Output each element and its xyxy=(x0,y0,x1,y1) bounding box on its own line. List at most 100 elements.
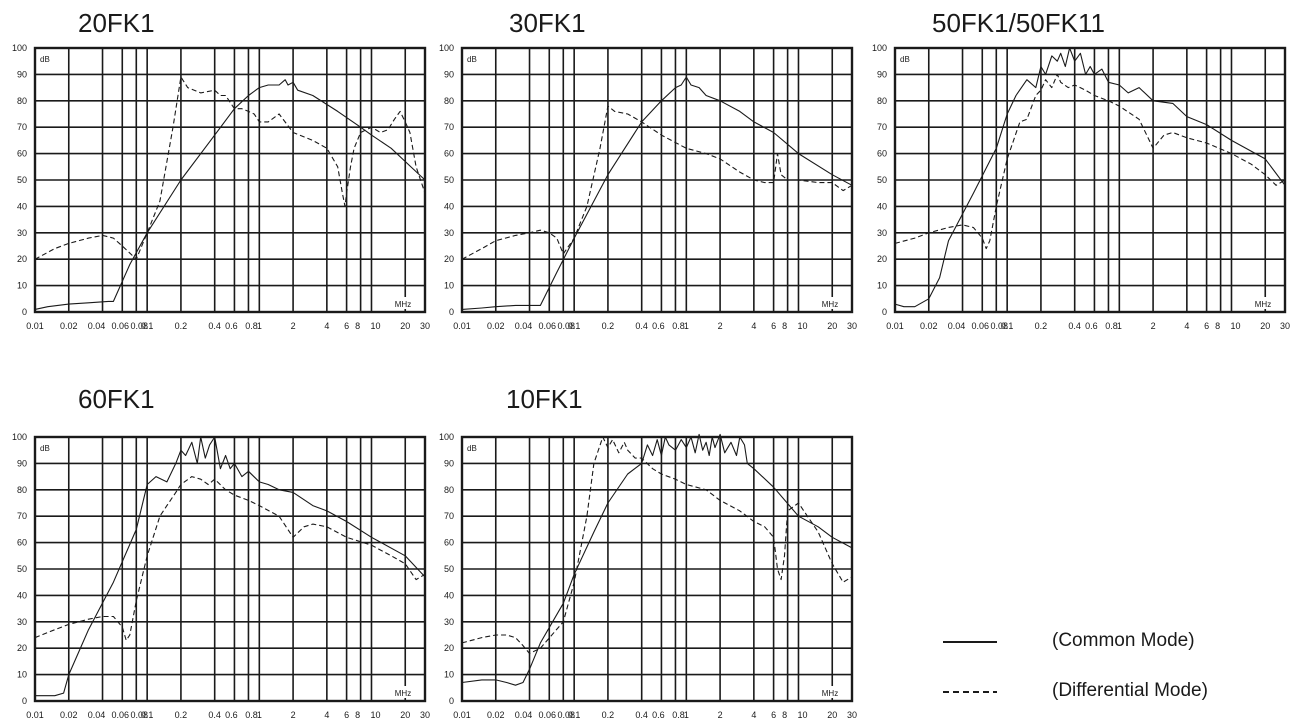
series-differential-mode xyxy=(461,436,853,655)
x-tick-label: 0.6 xyxy=(1085,321,1098,331)
y-tick-label: 70 xyxy=(444,511,454,521)
series-differential-mode xyxy=(34,76,426,260)
x-tick-label: 10 xyxy=(1230,321,1240,331)
x-tick-label: 0.8 xyxy=(672,710,685,720)
x-tick-label: 0.02 xyxy=(487,321,505,331)
y-tick-label: 100 xyxy=(872,43,887,53)
x-tick-label: 1 xyxy=(684,321,689,331)
chart-title-60fk1: 60FK1 xyxy=(78,384,155,414)
x-tick-label: 0.08 xyxy=(131,710,149,720)
x-tick-label: 30 xyxy=(420,710,430,720)
x-tick-label: 0.01 xyxy=(26,710,44,720)
x-tick-label: 4 xyxy=(751,321,756,331)
y-tick-label: 10 xyxy=(17,670,27,680)
x-tick-label: 30 xyxy=(1280,321,1290,331)
y-unit-label-bg xyxy=(898,53,916,65)
y-tick-label: 20 xyxy=(877,254,887,264)
x-tick-label: 0.2 xyxy=(175,321,188,331)
y-tick-label: 60 xyxy=(444,149,454,159)
x-tick-label: 0.06 xyxy=(112,321,130,331)
x-tick-label: 0.01 xyxy=(26,321,44,331)
y-tick-label: 90 xyxy=(877,69,887,79)
y-tick-label: 70 xyxy=(444,122,454,132)
x-tick-label: 6 xyxy=(344,710,349,720)
x-tick-label: 6 xyxy=(1204,321,1209,331)
y-tick-label: 0 xyxy=(449,696,454,706)
x-unit-label: MHz xyxy=(822,689,838,698)
y-tick-label: 70 xyxy=(17,511,27,521)
chart-title-20fk1: 20FK1 xyxy=(78,8,155,38)
x-tick-label: 1 xyxy=(684,710,689,720)
y-unit-label: dB xyxy=(900,55,910,64)
x-unit-label-bg xyxy=(812,686,846,698)
y-tick-label: 80 xyxy=(17,485,27,495)
x-tick-label: 0.4 xyxy=(635,321,648,331)
y-tick-label: 40 xyxy=(444,590,454,600)
x-tick-label: 0.06 xyxy=(112,710,130,720)
x-tick-label: 20 xyxy=(827,710,837,720)
x-tick-label: 0.08 xyxy=(131,321,149,331)
x-tick-label: 0.06 xyxy=(972,321,990,331)
chart-title-10fk1: 10FK1 xyxy=(506,384,583,414)
x-unit-label-bg xyxy=(1245,297,1279,309)
y-tick-label: 90 xyxy=(444,458,454,468)
y-tick-label: 30 xyxy=(17,228,27,238)
x-unit-label: MHz xyxy=(395,300,411,309)
x-unit-label-bg xyxy=(385,686,419,698)
x-tick-label: 0.8 xyxy=(1105,321,1118,331)
x-tick-label: 8 xyxy=(782,710,787,720)
y-tick-label: 90 xyxy=(17,69,27,79)
y-tick-label: 0 xyxy=(22,696,27,706)
y-tick-label: 10 xyxy=(17,281,27,291)
y-tick-label: 100 xyxy=(439,432,454,442)
chart-title-50fk1: 50FK1/50FK11 xyxy=(932,8,1105,38)
series-common-mode xyxy=(461,76,853,310)
x-tick-label: 0.04 xyxy=(948,321,966,331)
plot-frame xyxy=(893,46,1287,314)
y-unit-label-bg xyxy=(38,53,56,65)
y-tick-label: 100 xyxy=(12,432,27,442)
plot-frame xyxy=(460,435,854,703)
y-tick-label: 60 xyxy=(17,538,27,548)
plot-frame xyxy=(460,46,854,314)
x-unit-label-bg xyxy=(812,297,846,309)
y-tick-label: 50 xyxy=(17,175,27,185)
legend-differential-label: (Differential Mode) xyxy=(1052,680,1208,701)
y-tick-label: 80 xyxy=(444,96,454,106)
y-tick-label: 20 xyxy=(17,643,27,653)
x-tick-label: 0.01 xyxy=(453,710,471,720)
x-tick-label: 0.08 xyxy=(991,321,1009,331)
y-tick-label: 50 xyxy=(877,175,887,185)
plot-frame xyxy=(33,435,427,703)
y-tick-label: 20 xyxy=(17,254,27,264)
x-tick-label: 8 xyxy=(1215,321,1220,331)
series-differential-mode xyxy=(34,476,426,641)
x-tick-label: 4 xyxy=(751,710,756,720)
x-tick-label: 8 xyxy=(355,710,360,720)
x-tick-label: 0.04 xyxy=(515,710,533,720)
x-unit-label: MHz xyxy=(1255,300,1271,309)
y-tick-label: 40 xyxy=(444,201,454,211)
x-tick-label: 0.1 xyxy=(1001,321,1014,331)
x-tick-label: 0.4 xyxy=(635,710,648,720)
series-common-mode xyxy=(34,79,426,310)
x-tick-label: 8 xyxy=(782,321,787,331)
x-tick-label: 0.8 xyxy=(672,321,685,331)
x-tick-label: 30 xyxy=(847,710,857,720)
y-tick-label: 20 xyxy=(444,254,454,264)
x-tick-label: 10 xyxy=(797,321,807,331)
series-common-mode xyxy=(35,436,426,697)
y-unit-label: dB xyxy=(467,55,477,64)
y-tick-label: 30 xyxy=(17,617,27,627)
y-tick-label: 60 xyxy=(877,149,887,159)
x-tick-label: 20 xyxy=(400,321,410,331)
x-tick-label: 0.8 xyxy=(245,321,258,331)
y-tick-label: 10 xyxy=(444,281,454,291)
x-tick-label: 20 xyxy=(827,321,837,331)
y-tick-label: 30 xyxy=(877,228,887,238)
y-unit-label-bg xyxy=(465,53,483,65)
series-common-mode xyxy=(461,433,853,686)
y-tick-label: 80 xyxy=(17,96,27,106)
y-unit-label-bg xyxy=(465,442,483,454)
